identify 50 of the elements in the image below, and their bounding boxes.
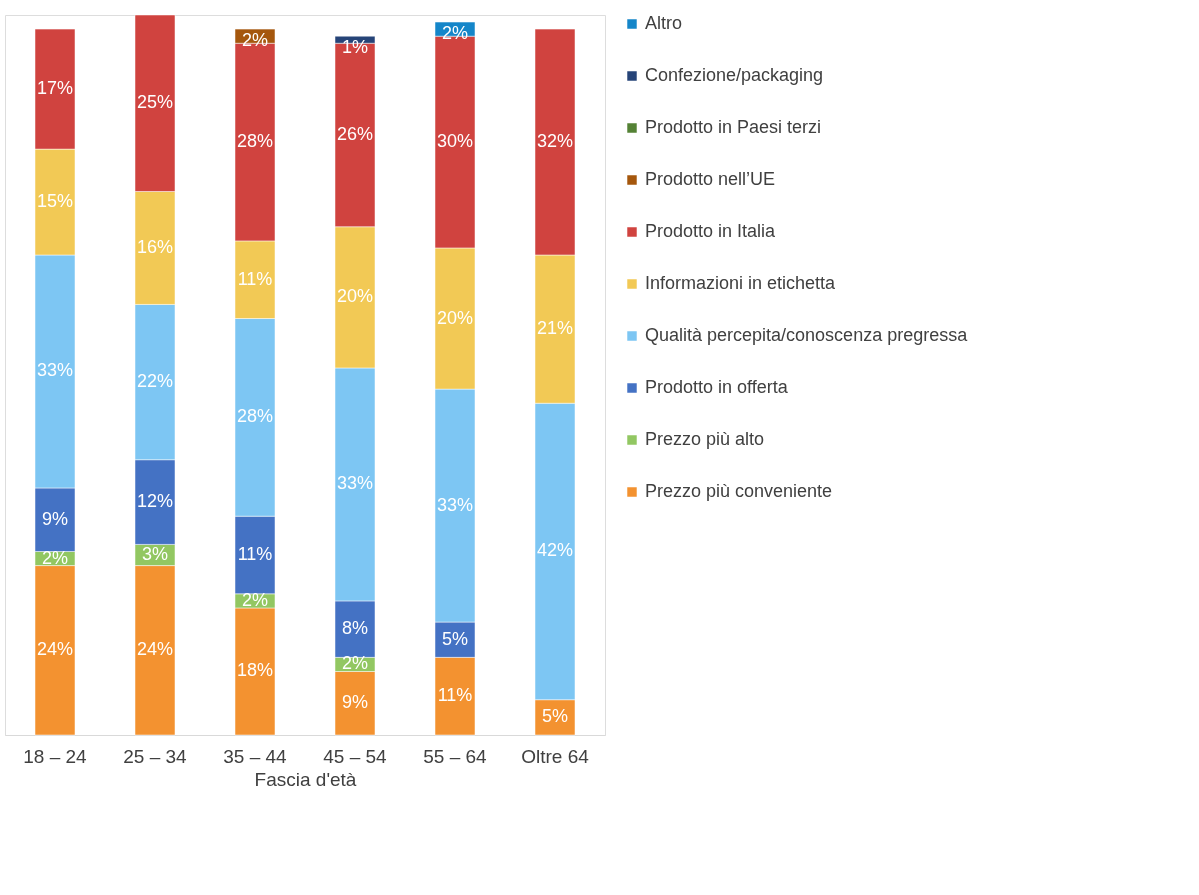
data-label: 8% xyxy=(341,618,369,639)
data-label: 26% xyxy=(336,124,374,144)
data-label: 5% xyxy=(541,706,569,727)
legend-label: Confezione/packaging xyxy=(645,65,824,85)
data-label: 5% xyxy=(441,628,469,649)
data-label: 2% xyxy=(41,547,69,568)
data-label: 33% xyxy=(36,360,74,381)
data-label: 11% xyxy=(237,268,273,289)
data-label: 24% xyxy=(36,639,74,660)
data-label: 30% xyxy=(436,131,474,152)
data-label: 11% xyxy=(437,685,473,706)
data-label: 15% xyxy=(36,191,74,212)
data-label: 2% xyxy=(241,589,269,610)
x-tick-label: 55 – 64 xyxy=(423,745,488,767)
legend-label: Prodotto in Paesi terzi xyxy=(645,117,822,137)
legend-label: Prezzo più alto xyxy=(645,429,765,449)
x-tick-label: Oltre 64 xyxy=(521,745,590,767)
data-label: 33% xyxy=(336,473,374,494)
data-label: 11% xyxy=(237,544,273,564)
data-label: 25% xyxy=(136,92,174,113)
data-label: 20% xyxy=(436,307,474,328)
data-label: 12% xyxy=(136,491,174,512)
data-label: 32% xyxy=(536,131,574,152)
x-tick-label: 25 – 34 xyxy=(123,745,188,767)
data-label: 16% xyxy=(136,236,174,257)
data-label: 42% xyxy=(536,540,574,561)
data-label: 9% xyxy=(341,692,369,713)
data-label: 17% xyxy=(36,78,74,99)
legend-label: Prodotto nell’UE xyxy=(645,169,776,189)
x-axis-title: Fascia d'età xyxy=(254,768,357,790)
data-label: 9% xyxy=(41,508,69,529)
x-tick-label: 45 – 54 xyxy=(323,745,388,767)
data-label: 20% xyxy=(336,286,374,307)
legend-label: Qualità percepita/conoscenza pregressa xyxy=(645,325,969,345)
legend-label: Prodotto in Italia xyxy=(645,221,777,241)
data-label: 22% xyxy=(136,371,174,392)
data-label: 21% xyxy=(536,318,574,339)
legend-label: Prodotto in offerta xyxy=(645,377,789,397)
x-tick-label: 35 – 44 xyxy=(223,745,288,767)
data-label: 24% xyxy=(136,639,174,660)
legend-label: Prezzo più conveniente xyxy=(645,481,833,501)
x-tick-label: 18 – 24 xyxy=(23,745,88,767)
data-label: 18% xyxy=(236,660,274,681)
data-label: 3% xyxy=(141,544,169,564)
legend-label: Informazioni in etichetta xyxy=(645,273,837,293)
data-label: 28% xyxy=(236,131,274,152)
legend-label: Altro xyxy=(645,13,683,33)
data-label: 33% xyxy=(436,494,474,515)
data-label: 2% xyxy=(341,653,369,674)
data-label: 28% xyxy=(236,406,274,427)
